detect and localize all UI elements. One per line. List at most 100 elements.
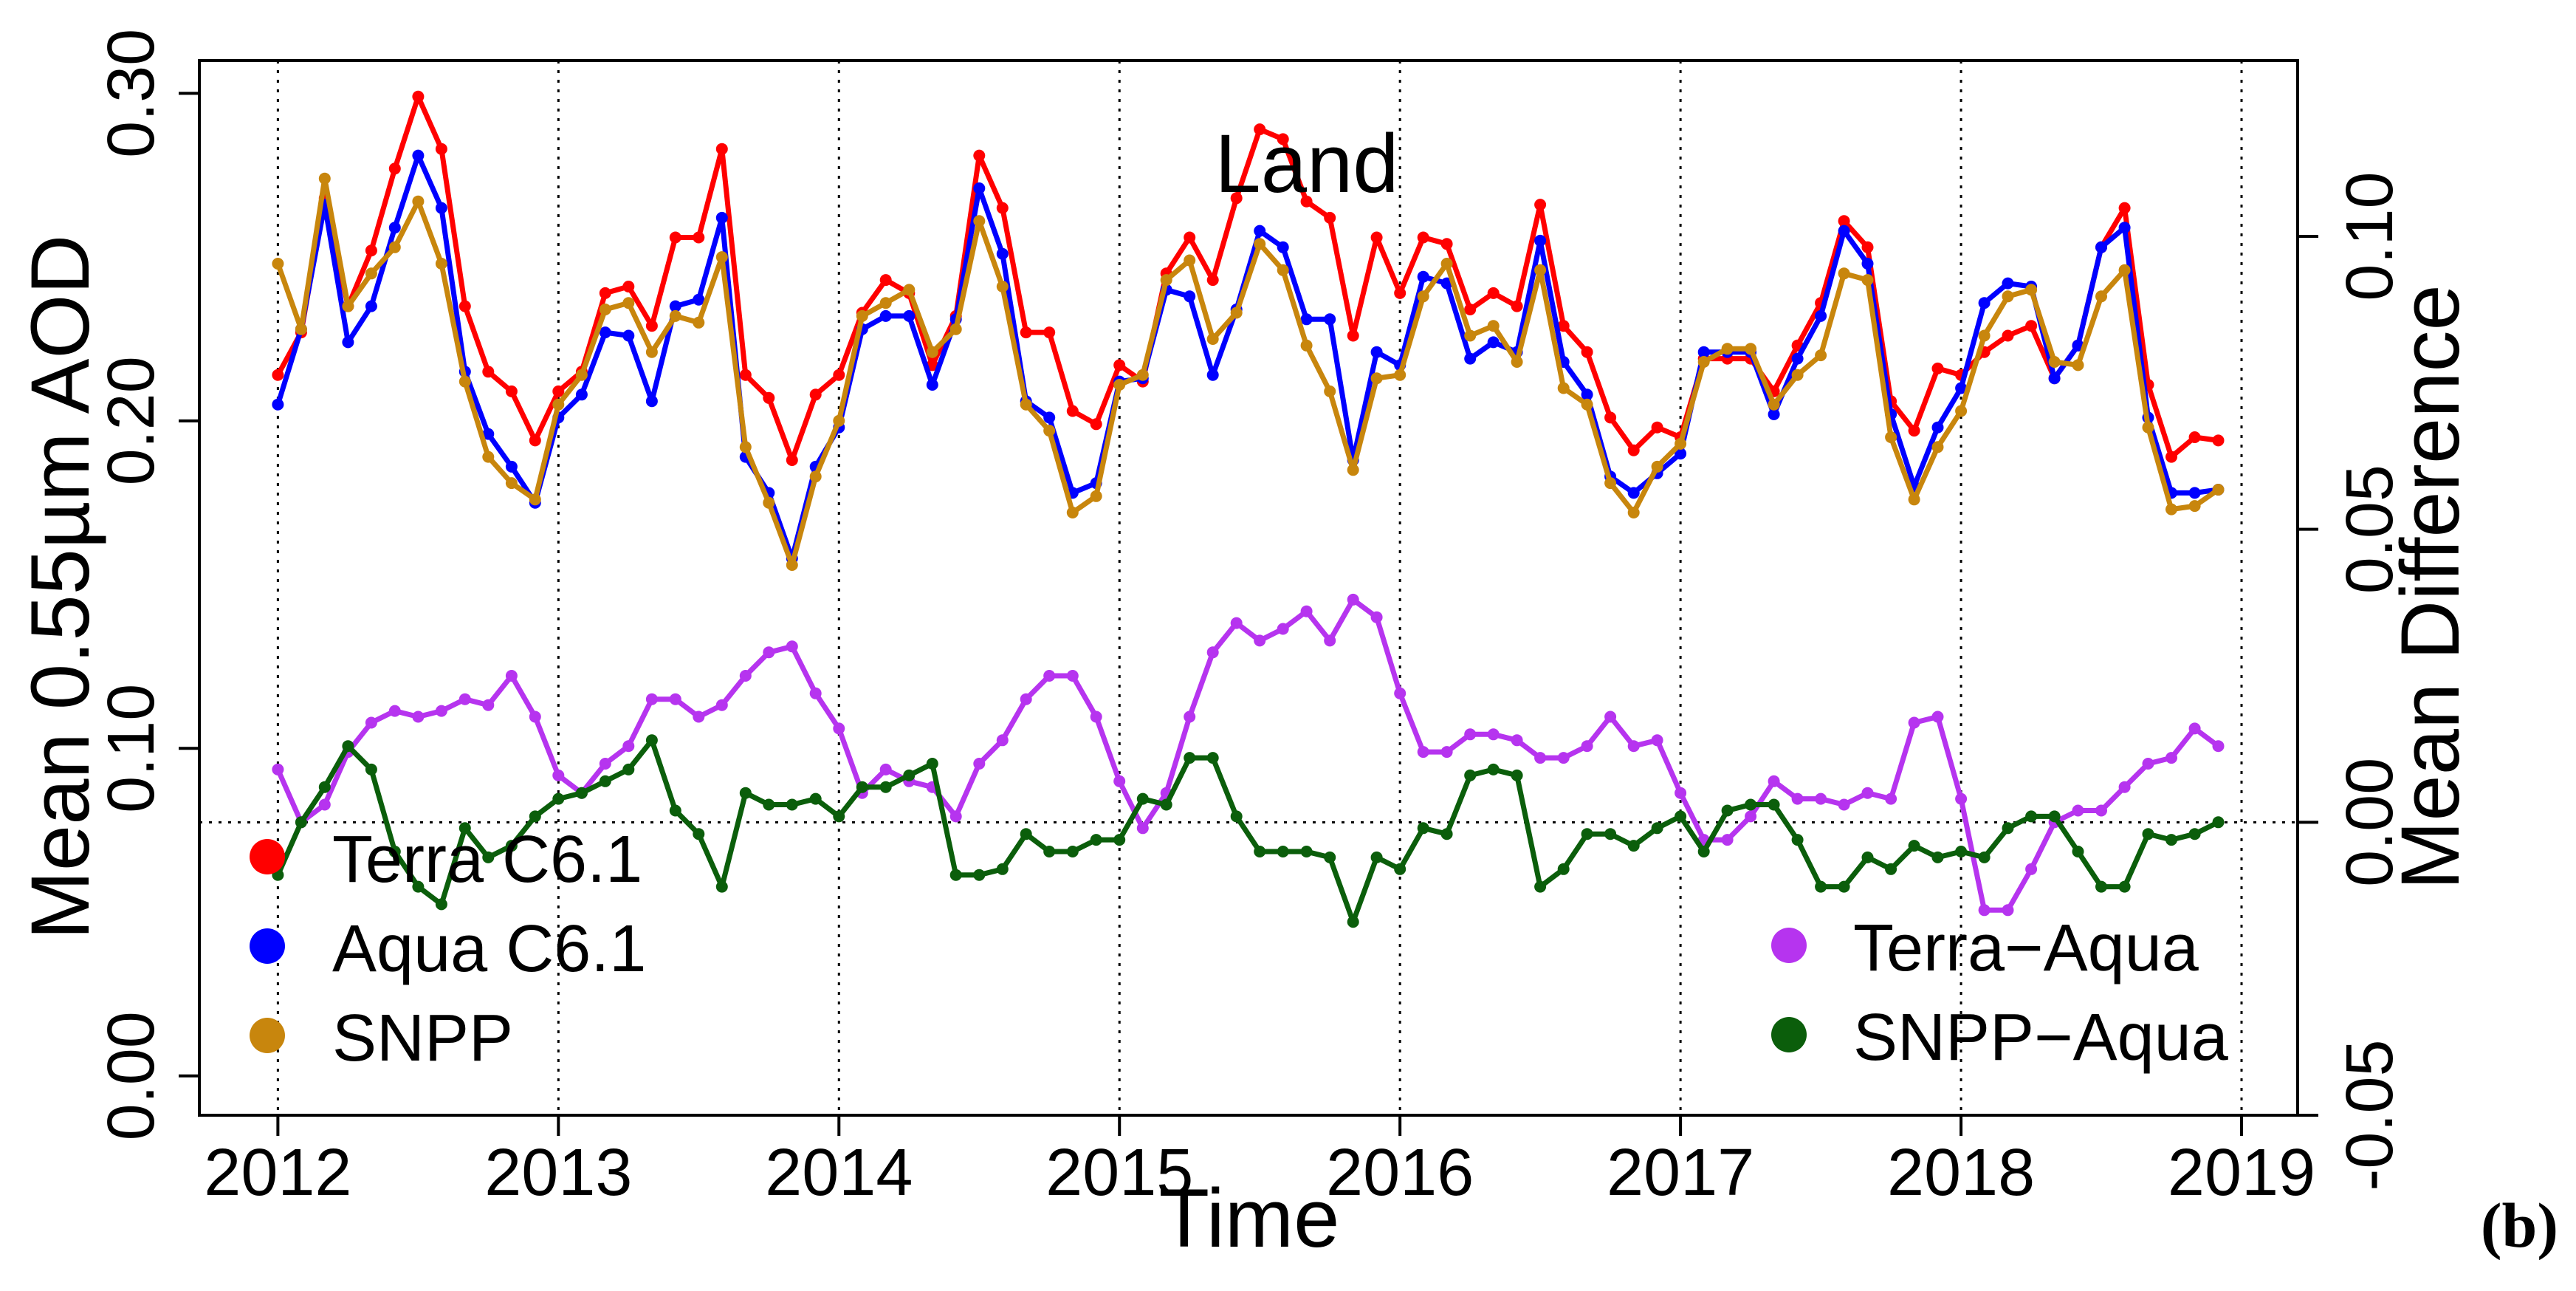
series-2-point-15 bbox=[622, 297, 635, 309]
y-right-tick-label-3: 0.10 bbox=[2333, 171, 2407, 301]
legend-marker-0 bbox=[250, 839, 285, 874]
series-2-point-61 bbox=[1697, 356, 1710, 368]
series-2-point-82 bbox=[2188, 500, 2201, 513]
series-3-point-39 bbox=[1184, 710, 1196, 723]
series-2-point-55 bbox=[1557, 382, 1570, 394]
series-2-point-41 bbox=[1230, 307, 1243, 319]
series-2-point-42 bbox=[1254, 238, 1266, 250]
series-3-point-62 bbox=[1721, 834, 1734, 846]
series-2-point-49 bbox=[1417, 290, 1429, 303]
series-3-point-7 bbox=[435, 705, 447, 717]
series-4-point-17 bbox=[669, 804, 681, 817]
series-3-point-6 bbox=[412, 710, 425, 723]
series-3-point-24 bbox=[833, 722, 845, 735]
x-tick-label-2017: 2017 bbox=[1607, 1136, 1754, 1210]
series-4-point-49 bbox=[1417, 822, 1429, 835]
series-3-point-19 bbox=[715, 699, 728, 711]
y-left-tick-label-0: 0.00 bbox=[95, 1011, 168, 1140]
series-2-point-47 bbox=[1370, 372, 1383, 385]
series-0-point-43 bbox=[1277, 133, 1289, 145]
series-4-point-35 bbox=[1090, 834, 1102, 846]
series-3-point-49 bbox=[1417, 746, 1429, 758]
series-2 bbox=[272, 172, 2225, 571]
series-1-point-47 bbox=[1370, 346, 1383, 358]
series-0-point-47 bbox=[1370, 231, 1383, 244]
series-3-point-56 bbox=[1581, 740, 1593, 753]
series-4-point-11 bbox=[529, 810, 541, 823]
series-1-point-60 bbox=[1675, 448, 1687, 460]
series-3-point-82 bbox=[2188, 722, 2201, 735]
series-1-point-3 bbox=[342, 336, 354, 349]
series-3-point-66 bbox=[1815, 792, 1827, 805]
series-3-point-32 bbox=[1020, 693, 1032, 705]
series-2-point-66 bbox=[1815, 349, 1827, 362]
series-3-point-30 bbox=[973, 758, 986, 770]
series-4-point-2 bbox=[318, 781, 331, 793]
series-4-point-18 bbox=[693, 828, 705, 840]
series-0-point-0 bbox=[272, 369, 284, 381]
series-2-point-18 bbox=[693, 316, 705, 329]
series-0-point-53 bbox=[1511, 300, 1523, 312]
series-2-point-20 bbox=[739, 441, 752, 453]
series-2-point-72 bbox=[1955, 405, 1968, 417]
series-3-point-59 bbox=[1651, 734, 1663, 747]
series-2-point-67 bbox=[1838, 267, 1850, 280]
y-right-tick-label-0: -0.05 bbox=[2333, 1039, 2407, 1191]
series-4-point-24 bbox=[833, 810, 845, 823]
series-2-point-9 bbox=[482, 451, 495, 463]
series-0-point-40 bbox=[1206, 274, 1219, 287]
series-0-point-5 bbox=[388, 162, 401, 175]
series-4-point-52 bbox=[1487, 763, 1500, 775]
series-3-point-75 bbox=[2025, 863, 2038, 875]
series-2-point-83 bbox=[2212, 484, 2225, 496]
series-2-point-3 bbox=[342, 300, 354, 312]
series-2-point-60 bbox=[1675, 437, 1687, 450]
series-3-point-43 bbox=[1277, 623, 1289, 635]
series-0-point-58 bbox=[1627, 444, 1640, 456]
series-4-point-10 bbox=[505, 840, 518, 852]
series-1-point-61 bbox=[1697, 346, 1710, 358]
series-3-point-73 bbox=[1978, 904, 1991, 917]
series-3-point-45 bbox=[1324, 634, 1336, 647]
series-1-point-33 bbox=[1043, 411, 1056, 424]
series-0-point-55 bbox=[1557, 320, 1570, 332]
series-0-point-18 bbox=[693, 231, 705, 244]
series-2-point-45 bbox=[1324, 385, 1336, 397]
series-4-point-4 bbox=[365, 763, 377, 775]
series-3-point-74 bbox=[2002, 904, 2014, 917]
series-0-point-22 bbox=[786, 454, 798, 466]
legend-label-1: Aqua C6.1 bbox=[332, 912, 646, 986]
series-1-point-42 bbox=[1254, 225, 1266, 237]
series-0-point-16 bbox=[645, 320, 658, 332]
series-line-1 bbox=[275, 153, 2219, 561]
series-line-3 bbox=[275, 597, 2220, 913]
series-2-point-75 bbox=[2025, 284, 2038, 296]
series-4-point-36 bbox=[1113, 834, 1126, 846]
series-1-point-66 bbox=[1815, 309, 1827, 322]
series-0-point-10 bbox=[505, 385, 518, 397]
series-1-point-27 bbox=[903, 309, 916, 322]
series-0-point-48 bbox=[1394, 287, 1407, 299]
series-3-point-31 bbox=[996, 734, 1009, 747]
series-3-point-40 bbox=[1206, 646, 1219, 659]
series-1-point-78 bbox=[2095, 241, 2107, 253]
series-4-point-51 bbox=[1464, 769, 1477, 781]
series-0-point-12 bbox=[552, 385, 565, 397]
series-0-point-7 bbox=[435, 143, 447, 155]
series-2-point-14 bbox=[599, 304, 611, 315]
series-line-2 bbox=[275, 176, 2220, 568]
series-3-point-55 bbox=[1557, 752, 1570, 764]
plot-frame bbox=[198, 59, 2299, 1117]
series-2-point-76 bbox=[2048, 356, 2061, 368]
series-2-point-44 bbox=[1300, 339, 1313, 352]
series-0-point-39 bbox=[1184, 231, 1196, 244]
series-4-point-25 bbox=[856, 781, 868, 793]
series-4-point-44 bbox=[1300, 846, 1313, 857]
series-4-point-42 bbox=[1254, 846, 1266, 857]
series-0-point-21 bbox=[763, 391, 775, 404]
series-2-point-65 bbox=[1791, 369, 1804, 381]
series-2-point-5 bbox=[388, 241, 401, 253]
series-4-point-23 bbox=[809, 792, 822, 805]
